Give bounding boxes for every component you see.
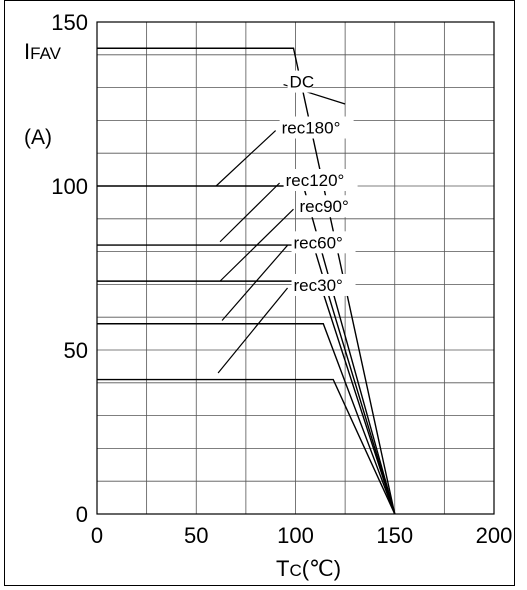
x-tick-label: 100 [277, 523, 314, 548]
y-axis-label-main: I [24, 39, 30, 64]
x-axis-label-sub: C [289, 561, 301, 580]
y-axis-label: IFAV [24, 39, 62, 64]
tick-labels: 0 50 100 150 200 0 50 100 150 [51, 10, 512, 548]
series-label-background [279, 116, 354, 139]
x-axis-label: TC(℃) [276, 556, 341, 581]
annotation-leader-line [221, 244, 288, 321]
series-line [97, 47, 396, 515]
y-tick-label: 150 [51, 10, 88, 35]
annotation-leaders [215, 84, 346, 374]
x-axis-unit: (℃) [302, 556, 341, 581]
series-label: rec60° [294, 233, 343, 252]
series-label-background [297, 195, 362, 218]
series-label: DC [290, 73, 315, 92]
x-axis-label-main: T [276, 556, 289, 581]
annotation-leader-line [215, 130, 277, 187]
series-label-background [291, 273, 356, 296]
series-label: rec90° [299, 197, 348, 216]
annotation-leader-line [217, 287, 288, 374]
y-tick-label: 100 [51, 174, 88, 199]
x-tick-label: 150 [376, 523, 413, 548]
annotation-leader-line [219, 208, 294, 282]
series-label: rec30° [294, 276, 343, 295]
series-label: rec120° [286, 171, 345, 190]
grid [97, 22, 494, 514]
series-label-background [283, 169, 358, 191]
series-label-background [291, 231, 356, 254]
series-line [97, 378, 396, 515]
series-line [97, 323, 396, 515]
x-tick-label: 50 [184, 523, 208, 548]
y-tick-label: 0 [76, 502, 88, 527]
series-label: rec180° [282, 119, 341, 138]
x-tick-label: 200 [476, 523, 513, 548]
series-labels: DC rec180° rec120° rec90° rec60° rec30° [279, 70, 362, 296]
annotation-leader-line [219, 182, 281, 243]
plot-frame [96, 21, 495, 515]
y-tick-label: 50 [64, 338, 88, 363]
x-tick-label: 0 [91, 523, 103, 548]
y-axis-label-sub: FAV [30, 44, 62, 63]
series-label-background [287, 70, 312, 93]
y-axis-unit: (A) [24, 126, 52, 149]
